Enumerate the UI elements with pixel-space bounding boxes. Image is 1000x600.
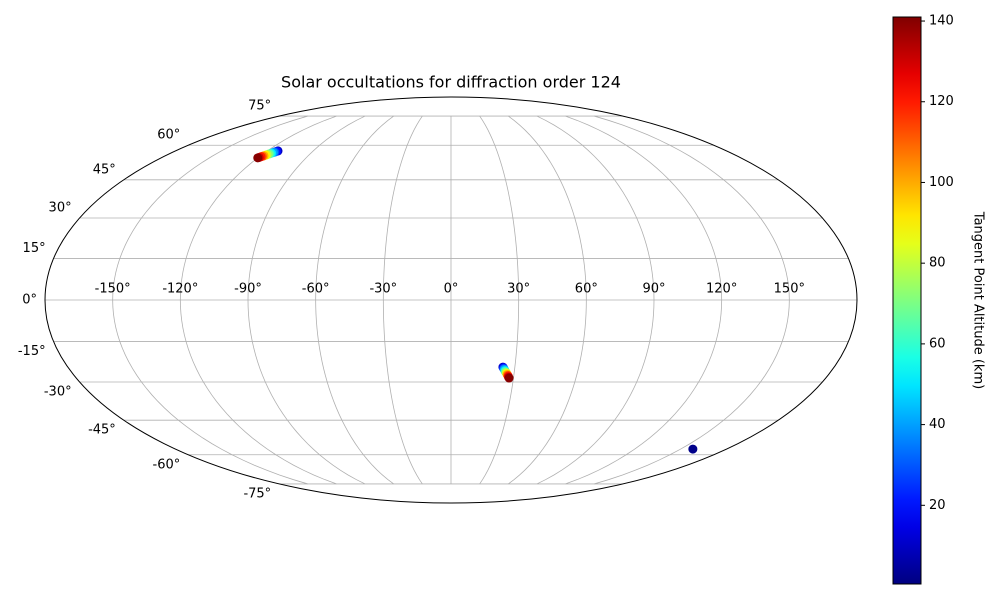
grid-line <box>508 115 587 485</box>
chart-title: Solar occultations for diffraction order… <box>281 73 621 92</box>
data-point <box>504 373 514 383</box>
x-tick-label: -150° <box>95 282 131 297</box>
y-tick-label: -30° <box>44 385 72 400</box>
y-tick-label: -45° <box>88 423 116 438</box>
grid-line <box>112 115 308 485</box>
x-tick-label: -120° <box>162 282 198 297</box>
x-tick-label: 120° <box>706 282 737 297</box>
colorbar-tick-label: 20 <box>929 498 946 513</box>
y-tick-label: 60° <box>157 128 180 143</box>
colorbar-tick-label: 80 <box>929 256 946 271</box>
data-point <box>253 153 263 163</box>
colorbar-tick-label: 120 <box>929 94 954 109</box>
grid-line <box>565 115 723 485</box>
grid-line <box>247 115 366 485</box>
colorbar-tick-label: 140 <box>929 14 954 29</box>
y-tick-label: -60° <box>153 457 181 472</box>
colorbar-tick-label: 100 <box>929 175 954 190</box>
colorbar-label: Tangent Point Altitude (km) <box>971 211 986 389</box>
y-tick-label: 75° <box>248 99 271 114</box>
x-tick-label: 150° <box>774 282 805 297</box>
y-tick-label: 15° <box>23 241 46 256</box>
y-tick-label: 30° <box>49 200 72 215</box>
y-tick-label: -75° <box>243 486 271 501</box>
grid-line <box>594 115 790 485</box>
grid-line <box>179 115 337 485</box>
grid-line <box>315 115 394 485</box>
grid-line <box>479 115 520 485</box>
x-tick-label: -60° <box>302 282 330 297</box>
grid-line <box>382 115 423 485</box>
x-tick-label: 60° <box>575 282 598 297</box>
x-tick-label: 0° <box>444 282 459 297</box>
colorbar-tick-label: 40 <box>929 417 946 432</box>
x-tick-label: 30° <box>507 282 530 297</box>
y-tick-label: 45° <box>93 162 116 177</box>
map-boundary <box>44 96 858 504</box>
data-point <box>688 444 698 454</box>
x-tick-label: -30° <box>369 282 397 297</box>
y-tick-label: 0° <box>22 293 37 308</box>
colorbar <box>892 16 922 585</box>
grid-line <box>536 115 655 485</box>
y-tick-label: -15° <box>18 344 46 359</box>
x-tick-label: -90° <box>234 282 262 297</box>
colorbar-tick-label: 60 <box>929 336 946 351</box>
x-tick-label: 90° <box>642 282 665 297</box>
